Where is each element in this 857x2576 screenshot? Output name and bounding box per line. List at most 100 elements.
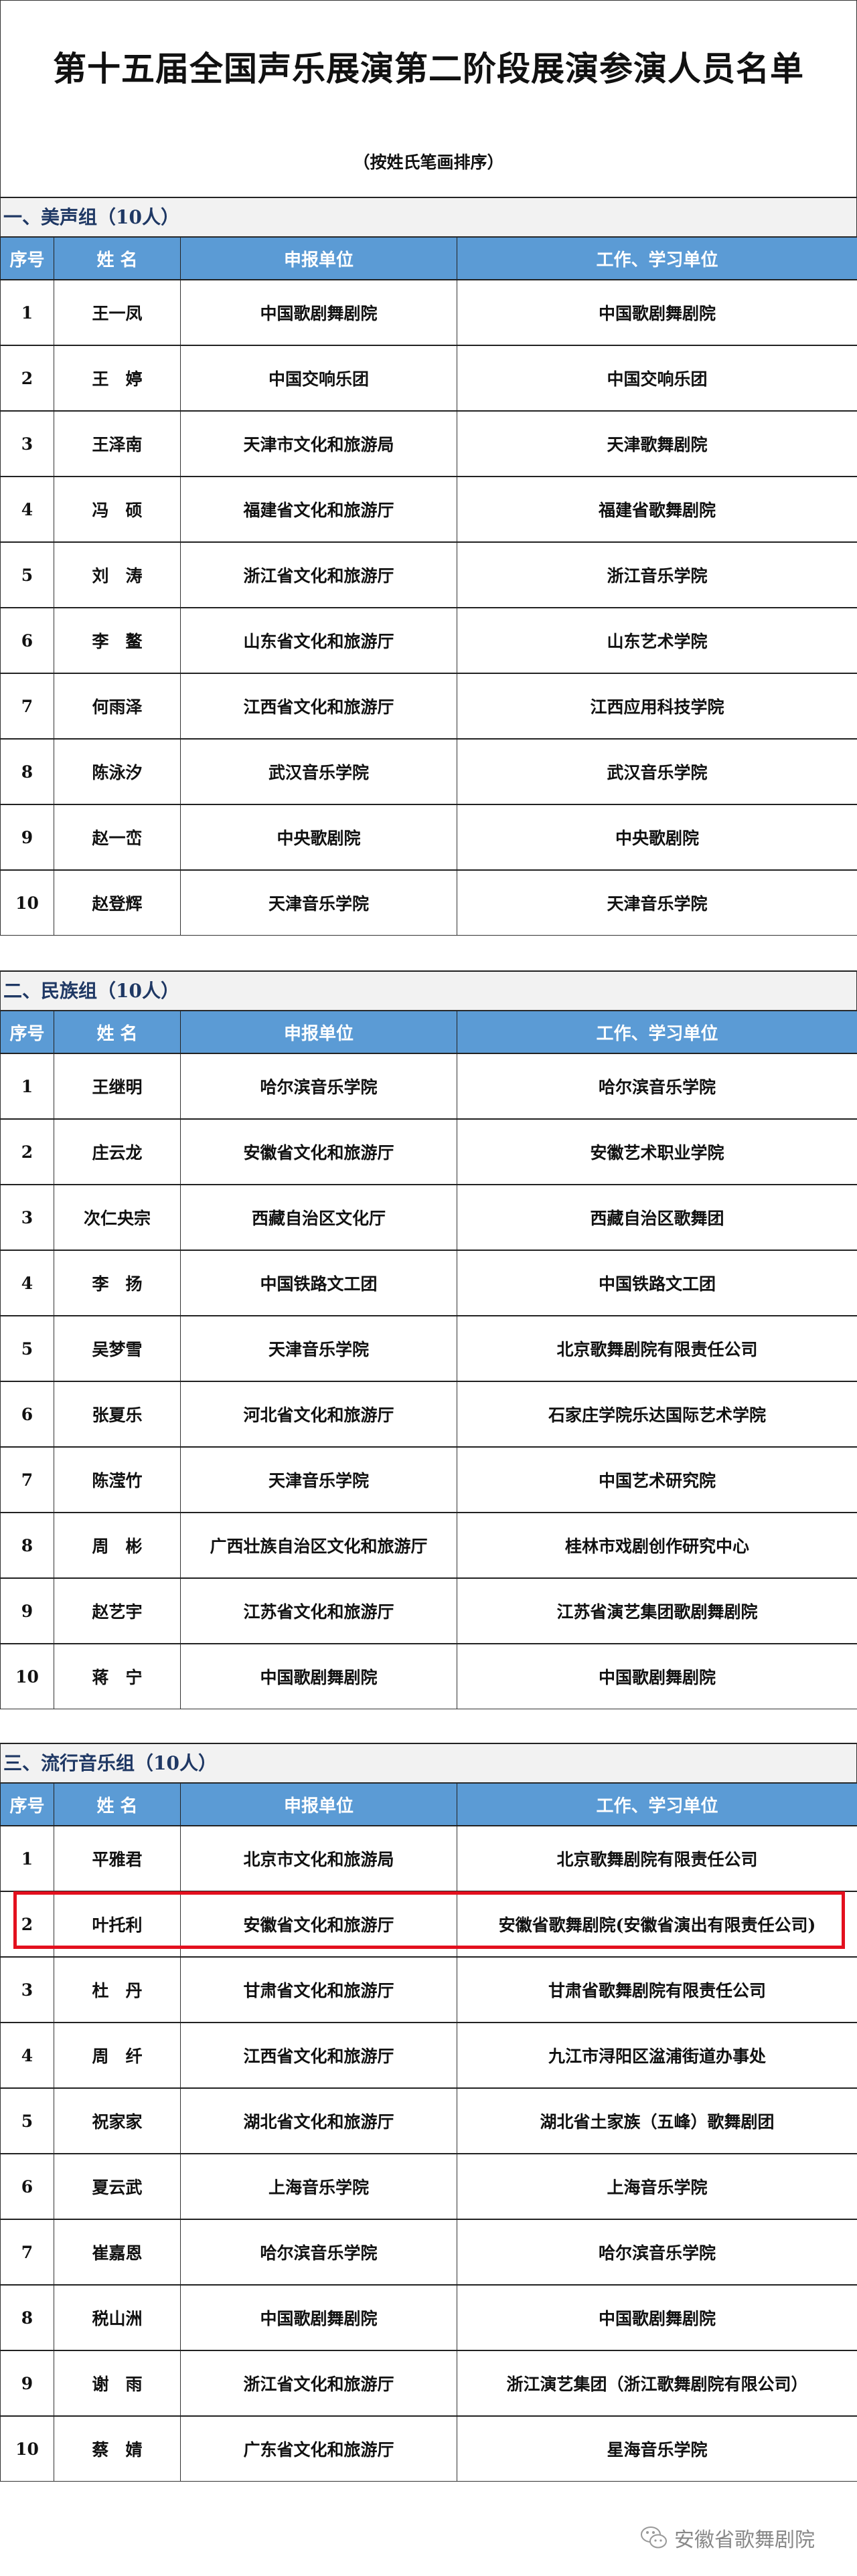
cell-work-unit: 福建省歌舞剧院 xyxy=(457,476,857,543)
cell-name: 张夏乐 xyxy=(54,1381,181,1448)
cell-nominating-unit: 西藏自治区文化厅 xyxy=(180,1184,457,1251)
cell-name: 祝家家 xyxy=(54,2087,181,2154)
cell-number: 5 xyxy=(0,2087,54,2154)
table-row: 6 张夏乐 河北省文化和旅游厅 石家庄学院乐达国际艺术学院 xyxy=(0,1381,857,1448)
cell-name: 庄云龙 xyxy=(54,1118,181,1185)
cell-nominating-unit: 江西省文化和旅游厅 xyxy=(180,673,457,740)
column-header-nominating-unit: 申报单位 xyxy=(180,237,457,280)
highlight-box xyxy=(13,1891,845,1949)
cell-name: 吴梦雪 xyxy=(54,1315,181,1382)
cell-work-unit: 湖北省土家族（五峰）歌舞剧团 xyxy=(457,2087,857,2154)
cell-nominating-unit: 哈尔滨音乐学院 xyxy=(180,2219,457,2286)
cell-nominating-unit: 哈尔滨音乐学院 xyxy=(180,1053,457,1120)
cell-work-unit: 天津歌舞剧院 xyxy=(457,410,857,477)
cell-nominating-unit: 天津音乐学院 xyxy=(180,1446,457,1513)
cell-name: 何雨泽 xyxy=(54,673,181,740)
table-row: 7 何雨泽 江西省文化和旅游厅 江西应用科技学院 xyxy=(0,673,857,740)
wechat-icon xyxy=(641,2526,667,2549)
column-header-work-unit: 工作、学习单位 xyxy=(457,1783,857,1826)
cell-number: 2 xyxy=(0,1118,54,1185)
cell-name: 王一凤 xyxy=(54,279,181,346)
column-header-work-unit: 工作、学习单位 xyxy=(457,237,857,280)
cell-name: 赵一峦 xyxy=(54,804,181,871)
cell-name: 赵艺宇 xyxy=(54,1577,181,1644)
cell-work-unit: 上海音乐学院 xyxy=(457,2153,857,2220)
cell-name: 王 婷 xyxy=(54,345,181,412)
cell-number: 2 xyxy=(0,345,54,412)
cell-nominating-unit: 中国铁路文工团 xyxy=(180,1250,457,1316)
table-row: 7 崔嘉恩 哈尔滨音乐学院 哈尔滨音乐学院 xyxy=(0,2219,857,2286)
cell-nominating-unit: 江苏省文化和旅游厅 xyxy=(180,1577,457,1644)
page-title: 第十五届全国声乐展演第二阶段展演参演人员名单 xyxy=(53,49,804,88)
cell-number: 10 xyxy=(0,2415,54,2482)
table-header-row: 序号姓 名申报单位 工作、学习单位 xyxy=(0,1783,857,1826)
table-row: 10 蒋 宁中国歌剧舞剧院 中国歌剧舞剧院 xyxy=(0,1643,857,1709)
cell-work-unit: 浙江音乐学院 xyxy=(457,541,857,608)
group-heading: 三、流行音乐组（10人） xyxy=(0,1743,857,1783)
table-row: 8 税山洲 中国歌剧舞剧院 中国歌剧舞剧院 xyxy=(0,2284,857,2351)
column-header-name: 姓 名 xyxy=(54,1783,181,1826)
cell-nominating-unit: 天津音乐学院 xyxy=(180,869,457,936)
cell-number: 3 xyxy=(0,410,54,477)
cell-work-unit: 哈尔滨音乐学院 xyxy=(457,2219,857,2286)
cell-nominating-unit: 浙江省文化和旅游厅 xyxy=(180,541,457,608)
cell-nominating-unit: 天津市文化和旅游局 xyxy=(180,410,457,477)
column-header-nominating-unit: 申报单位 xyxy=(180,1783,457,1826)
cell-work-unit: 江苏省演艺集团歌剧舞剧院 xyxy=(457,1577,857,1644)
table-row: 7 陈滢竹 天津音乐学院 中国艺术研究院 xyxy=(0,1446,857,1513)
table-header-row: 序号姓 名申报单位 工作、学习单位 xyxy=(0,1011,857,1054)
cell-number: 3 xyxy=(0,1956,54,2023)
table-row: 5 祝家家 湖北省文化和旅游厅 湖北省土家族（五峰）歌舞剧团 xyxy=(0,2087,857,2154)
cell-nominating-unit: 广西壮族自治区文化和旅游厅 xyxy=(180,1512,457,1579)
column-header-name: 姓 名 xyxy=(54,1011,181,1054)
cell-work-unit: 中国歌剧舞剧院 xyxy=(457,1643,857,1709)
cell-work-unit: 天津音乐学院 xyxy=(457,869,857,936)
cell-number: 4 xyxy=(0,2022,54,2089)
table-row: 10 蔡 婧广东省文化和旅游厅 星海音乐学院 xyxy=(0,2415,857,2482)
cell-work-unit: 中国歌剧舞剧院 xyxy=(457,279,857,346)
cell-work-unit: 北京歌舞剧院有限责任公司 xyxy=(457,1315,857,1382)
cell-name: 王继明 xyxy=(54,1053,181,1120)
cell-nominating-unit: 福建省文化和旅游厅 xyxy=(180,476,457,543)
cell-number: 7 xyxy=(0,2219,54,2286)
cell-work-unit: 星海音乐学院 xyxy=(457,2415,857,2482)
table-row: 1 平雅君 北京市文化和旅游局 北京歌舞剧院有限责任公司 xyxy=(0,1825,857,1892)
table-row: 1 王一凤 中国歌剧舞剧院 中国歌剧舞剧院 xyxy=(0,279,857,346)
cell-number: 1 xyxy=(0,1825,54,1892)
cell-name: 李 扬 xyxy=(54,1250,181,1316)
cell-work-unit: 西藏自治区歌舞团 xyxy=(457,1184,857,1251)
cell-nominating-unit: 上海音乐学院 xyxy=(180,2153,457,2220)
group-heading: 二、民族组（10人） xyxy=(0,970,857,1011)
column-header-number: 序号 xyxy=(0,1011,54,1054)
cell-work-unit: 江西应用科技学院 xyxy=(457,673,857,740)
column-header-nominating-unit: 申报单位 xyxy=(180,1011,457,1054)
cell-name: 平雅君 xyxy=(54,1825,181,1892)
cell-number: 8 xyxy=(0,2284,54,2351)
cell-work-unit: 浙江演艺集团（浙江歌舞剧院有限公司） xyxy=(457,2350,857,2417)
table-row: 9 赵一峦 中央歌剧院 中央歌剧院 xyxy=(0,804,857,871)
cell-nominating-unit: 山东省文化和旅游厅 xyxy=(180,607,457,674)
cell-work-unit: 哈尔滨音乐学院 xyxy=(457,1053,857,1120)
cell-name: 谢 雨 xyxy=(54,2350,181,2417)
participants-table: 序号姓 名申报单位 工作、学习单位 1 王一凤 中国歌剧舞剧院 中国歌剧舞剧院 2 王 婷中国… xyxy=(0,237,857,936)
cell-nominating-unit: 中国歌剧舞剧院 xyxy=(180,2284,457,2351)
page-subtitle: （按姓氏笔画排序） xyxy=(353,153,504,172)
cell-work-unit: 九江市浔阳区湓浦街道办事处 xyxy=(457,2022,857,2089)
cell-nominating-unit: 中国交响乐团 xyxy=(180,345,457,412)
cell-name: 夏云武 xyxy=(54,2153,181,2220)
title-box: 第十五届全国声乐展演第二阶段展演参演人员名单 （按姓氏笔画排序） xyxy=(0,0,857,199)
group-heading: 一、美声组（10人） xyxy=(0,197,857,237)
cell-work-unit: 石家庄学院乐达国际艺术学院 xyxy=(457,1381,857,1448)
cell-work-unit: 甘肃省歌舞剧院有限责任公司 xyxy=(457,1956,857,2023)
cell-nominating-unit: 中国歌剧舞剧院 xyxy=(180,1643,457,1709)
table-header-row: 序号姓 名申报单位 工作、学习单位 xyxy=(0,237,857,280)
cell-name: 李 鳌 xyxy=(54,607,181,674)
cell-number: 10 xyxy=(0,869,54,936)
